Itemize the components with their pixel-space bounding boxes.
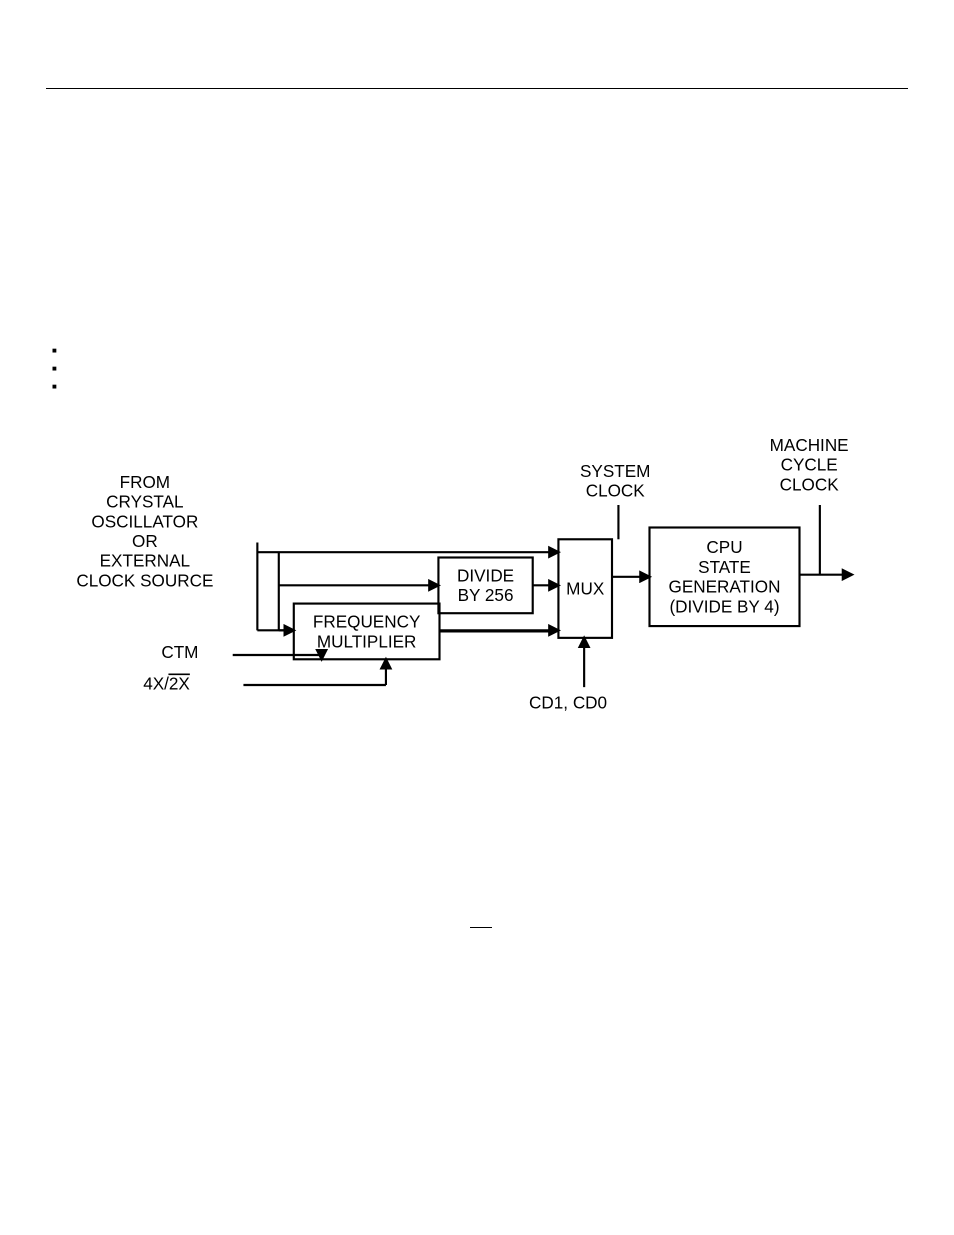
bullet-list [52,342,65,396]
page: FREQUENCYMULTIPLIERDIVIDEBY 256MUXCPUSTA… [0,0,954,89]
overline-mark [470,927,492,928]
svg-text:SYSTEMCLOCK: SYSTEMCLOCK [580,461,650,501]
svg-text:FROMCRYSTALOSCILLATOROREXTERNA: FROMCRYSTALOSCILLATOROREXTERNALCLOCK SOU… [76,472,213,591]
svg-text:MUX: MUX [566,579,605,599]
svg-text:CD1, CD0: CD1, CD0 [529,693,607,713]
svg-text:4X/2X: 4X/2X [143,673,190,693]
block-diagram: FREQUENCYMULTIPLIER DIVIDEBY 256 MUX CPUSTA… [0,430,954,730]
bullet-item [52,378,65,396]
bullet-item [52,342,65,360]
svg-text:DIVIDEBY 256: DIVIDEBY 256 [457,566,514,606]
svg-text:CTM: CTM [161,642,198,662]
svg-text:MACHINECYCLECLOCK: MACHINECYCLECLOCK [770,435,849,494]
top-rule [46,88,908,89]
bullet-item [52,360,65,378]
svg-text:FREQUENCYMULTIPLIER: FREQUENCYMULTIPLIER [313,612,421,652]
svg-text:CPUSTATEGENERATION(DIVIDE BY 4: CPUSTATEGENERATION(DIVIDE BY 4) [669,537,781,616]
